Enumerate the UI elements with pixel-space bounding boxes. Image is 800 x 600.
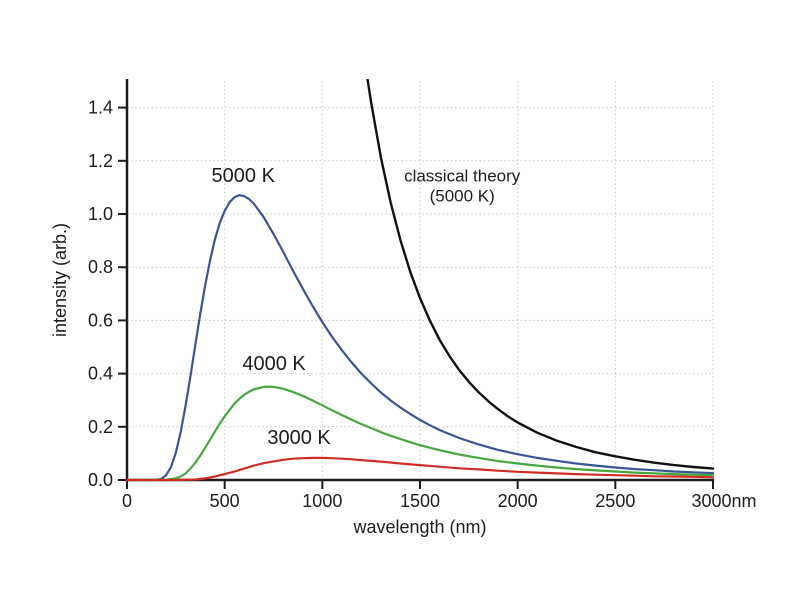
- curve-label-3000k: 3000 K: [267, 426, 331, 449]
- curve-label-classical-line2: (5000 K): [429, 186, 495, 206]
- x-axis-title: wavelength (nm): [353, 517, 487, 537]
- tick-label-x-3000: 3000nm: [691, 491, 756, 511]
- y-axis-title: intensity (arb.): [50, 222, 70, 338]
- tick-label-y-0.4: 0.4: [88, 364, 113, 384]
- tick-label-y-0.6: 0.6: [88, 310, 113, 330]
- tick-label-x-2000: 2000: [498, 491, 538, 511]
- tick-label-x-500: 500: [210, 491, 240, 511]
- curve-label-4000k: 4000 K: [242, 353, 306, 376]
- curve-planck-3000k: [126, 456, 715, 482]
- gridlines: [127, 81, 714, 480]
- curve-planck-4000k: [126, 385, 715, 482]
- curves: [126, 79, 715, 482]
- tick-label-x-1500: 1500: [400, 491, 440, 511]
- tick-label-y-1.2: 1.2: [88, 151, 113, 171]
- tick-label-x-1000: 1000: [302, 491, 342, 511]
- curve-label-5000k: 5000 K: [211, 165, 275, 188]
- tick-label-y-0.0: 0.0: [88, 470, 113, 490]
- tick-label-y-1.4: 1.4: [88, 98, 113, 118]
- tick-label-y-1.0: 1.0: [88, 204, 113, 224]
- curve-classical-5000k: [366, 79, 715, 470]
- axes: 0 500 1000 1500 2000 2500 3000nm 0.0 0.2 0.4 0.6 0.…: [88, 79, 757, 511]
- tick-label-x-2500: 2500: [595, 491, 635, 511]
- tick-label-y-0.2: 0.2: [88, 417, 113, 437]
- curve-label-classical-line1: classical theory: [404, 166, 521, 186]
- tick-label-y-0.8: 0.8: [88, 257, 113, 277]
- curve-planck-5000k: [126, 194, 715, 482]
- tick-label-x-0: 0: [122, 491, 132, 511]
